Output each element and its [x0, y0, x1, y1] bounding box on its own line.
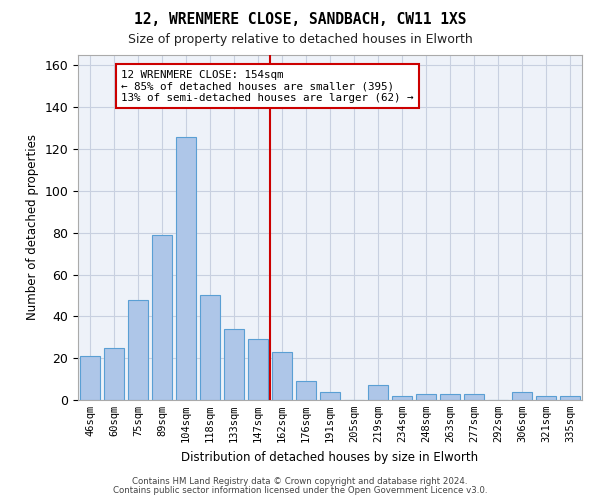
Bar — [464, 394, 484, 400]
Text: Contains HM Land Registry data © Crown copyright and database right 2024.: Contains HM Land Registry data © Crown c… — [132, 477, 468, 486]
Bar — [440, 394, 460, 400]
Bar — [512, 392, 532, 400]
Bar — [296, 381, 316, 400]
Text: 12, WRENMERE CLOSE, SANDBACH, CW11 1XS: 12, WRENMERE CLOSE, SANDBACH, CW11 1XS — [134, 12, 466, 28]
Bar — [176, 136, 196, 400]
Y-axis label: Number of detached properties: Number of detached properties — [26, 134, 39, 320]
Bar — [536, 396, 556, 400]
Bar — [368, 386, 388, 400]
Text: Contains public sector information licensed under the Open Government Licence v3: Contains public sector information licen… — [113, 486, 487, 495]
Bar — [272, 352, 292, 400]
Bar — [80, 356, 100, 400]
Bar — [320, 392, 340, 400]
Bar — [248, 340, 268, 400]
Bar — [392, 396, 412, 400]
Bar — [200, 296, 220, 400]
X-axis label: Distribution of detached houses by size in Elworth: Distribution of detached houses by size … — [181, 450, 479, 464]
Bar — [560, 396, 580, 400]
Bar — [104, 348, 124, 400]
Text: Size of property relative to detached houses in Elworth: Size of property relative to detached ho… — [128, 32, 472, 46]
Bar — [224, 329, 244, 400]
Bar — [128, 300, 148, 400]
Bar — [416, 394, 436, 400]
Bar — [152, 235, 172, 400]
Text: 12 WRENMERE CLOSE: 154sqm
← 85% of detached houses are smaller (395)
13% of semi: 12 WRENMERE CLOSE: 154sqm ← 85% of detac… — [121, 70, 414, 103]
